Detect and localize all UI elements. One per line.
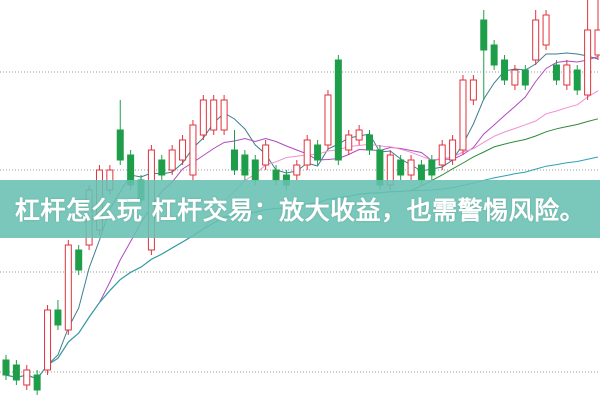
candle-down [12, 364, 20, 381]
candle-up [220, 99, 228, 131]
candle-down [2, 359, 10, 376]
candle-up [179, 139, 187, 161]
ma40-line [5, 118, 599, 380]
candle-down [521, 69, 529, 86]
candle-up [199, 99, 207, 136]
candle-up [511, 69, 519, 86]
candle-down [33, 374, 41, 391]
candle-down [251, 159, 259, 181]
candle-down [272, 169, 280, 181]
candle-up [459, 79, 467, 151]
candle-up [210, 99, 218, 131]
candle-down [417, 164, 425, 181]
candle-up [293, 164, 301, 176]
candle-down [428, 159, 436, 176]
candle-down [230, 149, 238, 171]
candle-up [563, 64, 571, 86]
candle-up [324, 94, 332, 146]
candle-up [303, 139, 311, 166]
candle-up [44, 309, 52, 371]
candle-up [542, 14, 550, 46]
candle-down [241, 154, 249, 176]
candle-down [573, 69, 581, 91]
candle-up [168, 149, 176, 171]
candle-up [345, 134, 353, 151]
candle-down [54, 309, 62, 326]
candle-down [334, 59, 342, 161]
article-title: 杠杆怎么玩 杠杆交易：放大收益，也需警惕风险。 [14, 196, 586, 225]
candle-down [552, 64, 560, 81]
candle-down [490, 44, 498, 66]
candle-up [594, 29, 600, 56]
ma10-line [5, 56, 599, 380]
candle-down [116, 129, 124, 161]
candle-down [366, 134, 374, 151]
candle-up [407, 159, 415, 176]
title-banner: 杠杆怎么玩 杠杆交易：放大收益，也需警惕风险。 [0, 180, 600, 238]
candle-down [158, 159, 166, 176]
candle-down [314, 144, 322, 161]
candle-down [480, 19, 488, 51]
candle-up [189, 124, 197, 176]
candle-up [262, 144, 270, 166]
candle-up [64, 244, 72, 331]
candle-up [355, 129, 363, 141]
candle-up [532, 19, 540, 61]
candle-up [23, 369, 31, 386]
candle-up [449, 139, 457, 161]
candle-up [584, 29, 592, 96]
candle-down [501, 59, 509, 81]
candle-down [75, 249, 83, 271]
candle-up [438, 144, 446, 166]
candle-down [397, 159, 405, 176]
candle-up [469, 79, 477, 101]
